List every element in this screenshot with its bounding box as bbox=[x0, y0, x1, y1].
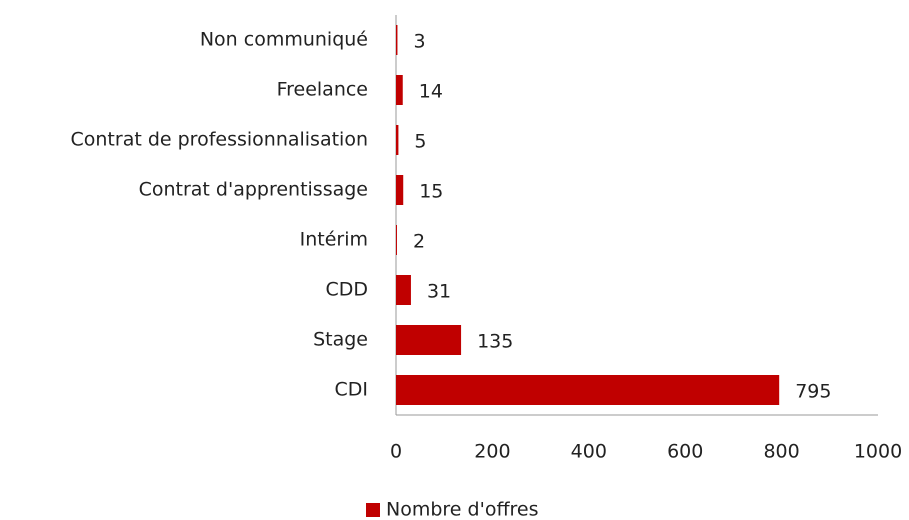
data-label: 5 bbox=[414, 131, 426, 153]
y-tick-label: Non communiqué bbox=[200, 29, 368, 51]
bar bbox=[396, 325, 462, 355]
y-tick-label: CDD bbox=[325, 279, 368, 301]
data-label: 795 bbox=[795, 381, 831, 403]
bar bbox=[396, 275, 411, 305]
y-tick-label: Intérim bbox=[300, 229, 368, 251]
data-label: 15 bbox=[419, 181, 443, 203]
y-tick-label: Stage bbox=[313, 329, 368, 351]
bar bbox=[396, 225, 397, 255]
bar bbox=[396, 25, 398, 55]
bar bbox=[396, 175, 404, 205]
y-tick-label: CDI bbox=[334, 379, 368, 401]
data-label: 14 bbox=[419, 81, 443, 103]
x-tick-label: 200 bbox=[474, 441, 510, 463]
x-tick-label: 800 bbox=[763, 441, 799, 463]
data-label: 2 bbox=[413, 231, 425, 253]
x-tick-label: 400 bbox=[571, 441, 607, 463]
data-label: 3 bbox=[413, 31, 425, 53]
bar bbox=[396, 375, 780, 405]
y-tick-label: Contrat d'apprentissage bbox=[139, 179, 368, 201]
bar bbox=[396, 75, 403, 105]
legend-label: Nombre d'offres bbox=[386, 499, 539, 520]
data-label: 135 bbox=[477, 331, 513, 353]
y-tick-label: Contrat de professionnalisation bbox=[71, 129, 369, 151]
bar bbox=[396, 125, 399, 155]
x-tick-label: 0 bbox=[390, 441, 402, 463]
data-label: 31 bbox=[427, 281, 451, 303]
x-tick-label: 600 bbox=[667, 441, 703, 463]
legend-swatch bbox=[366, 503, 380, 517]
y-tick-label: Freelance bbox=[277, 79, 368, 101]
x-tick-label: 1000 bbox=[854, 441, 902, 463]
